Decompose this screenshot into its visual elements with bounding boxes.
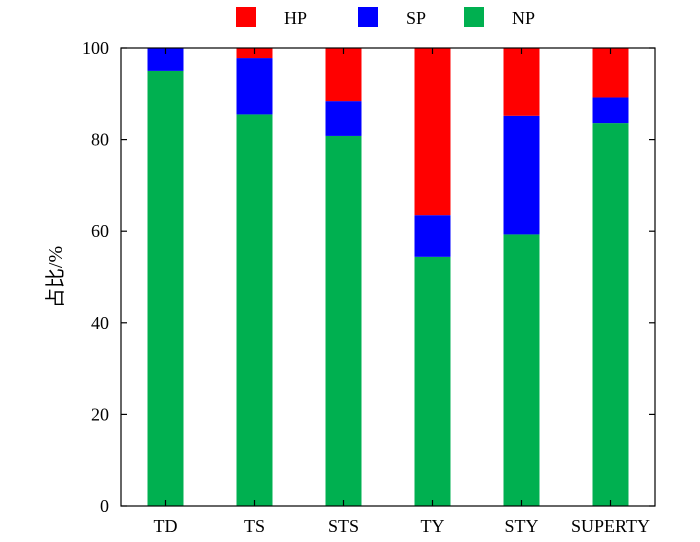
bar-hp-sty	[503, 48, 540, 116]
bar-sp-sty	[503, 115, 540, 235]
x-tick-label-td: TD	[154, 516, 178, 536]
bar-np-ty	[414, 256, 451, 506]
y-axis: 0 20 40 60 80 100	[82, 38, 655, 516]
legend-label-sp: SP	[406, 8, 426, 28]
x-tick-label-ty: TY	[421, 516, 445, 536]
legend-swatch-hp	[236, 7, 256, 27]
y-tick-label: 80	[91, 130, 109, 150]
bars	[147, 48, 629, 507]
bar-np-td	[147, 70, 184, 507]
bar-hp-superty	[592, 48, 629, 98]
legend: HP SP NP	[236, 7, 535, 28]
y-tick-label: 0	[100, 496, 109, 516]
legend-swatch-np	[464, 7, 484, 27]
bar-np-sts	[325, 135, 362, 506]
y-tick-label: 60	[91, 221, 109, 241]
y-axis-label: 占比/%	[44, 246, 67, 308]
y-tick-label: 40	[91, 313, 109, 333]
bar-sp-sts	[325, 101, 362, 136]
bar-hp-ty	[414, 48, 451, 216]
legend-swatch-sp	[358, 7, 378, 27]
plot-frame	[120, 47, 656, 507]
y-tick-label: 20	[91, 404, 109, 424]
x-tick-label-superty: SUPERTY	[571, 516, 650, 536]
bar-hp-sts	[325, 48, 362, 102]
y-tick-label: 100	[82, 38, 109, 58]
bar-sp-ts	[236, 58, 273, 115]
bar-np-superty	[592, 123, 629, 506]
bar-np-ts	[236, 114, 273, 506]
legend-label-np: NP	[512, 8, 535, 28]
x-axis: TD TS STS TY STY SUPERTY	[154, 48, 650, 536]
bar-sp-td	[147, 48, 184, 71]
legend-label-hp: HP	[284, 8, 307, 28]
x-tick-label-sts: STS	[328, 516, 359, 536]
bar-sp-superty	[592, 97, 629, 124]
x-tick-label-ts: TS	[244, 516, 265, 536]
bar-np-sty	[503, 234, 540, 506]
x-tick-label-sty: STY	[504, 516, 538, 536]
bar-sp-ty	[414, 215, 451, 257]
